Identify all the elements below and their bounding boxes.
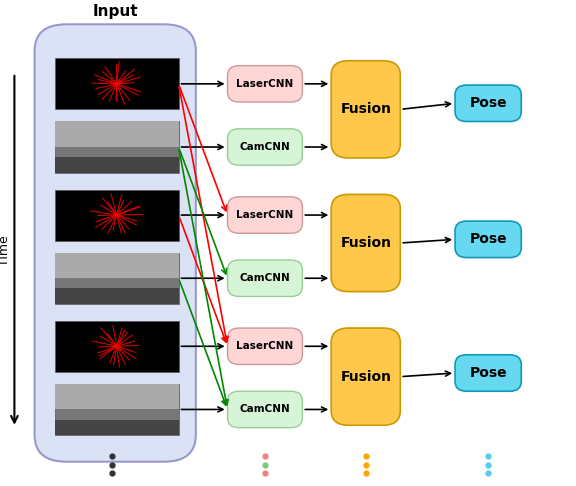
FancyBboxPatch shape xyxy=(228,328,302,364)
FancyBboxPatch shape xyxy=(455,85,521,122)
FancyBboxPatch shape xyxy=(331,328,400,425)
Text: Pose: Pose xyxy=(469,232,507,246)
FancyBboxPatch shape xyxy=(55,253,179,304)
FancyBboxPatch shape xyxy=(55,419,179,435)
FancyBboxPatch shape xyxy=(331,194,400,292)
FancyBboxPatch shape xyxy=(35,24,196,462)
Text: CamCNN: CamCNN xyxy=(240,404,290,415)
FancyBboxPatch shape xyxy=(55,253,179,278)
FancyBboxPatch shape xyxy=(228,197,302,233)
FancyBboxPatch shape xyxy=(55,190,179,241)
Text: Fusion: Fusion xyxy=(340,236,391,250)
Text: Input: Input xyxy=(92,4,138,19)
FancyBboxPatch shape xyxy=(455,221,521,258)
Text: Fusion: Fusion xyxy=(340,103,391,116)
Text: LaserCNN: LaserCNN xyxy=(236,79,294,89)
Text: Time: Time xyxy=(0,235,10,266)
Text: LaserCNN: LaserCNN xyxy=(236,210,294,220)
FancyBboxPatch shape xyxy=(55,58,179,109)
FancyBboxPatch shape xyxy=(55,321,179,372)
Text: Pose: Pose xyxy=(469,366,507,380)
FancyBboxPatch shape xyxy=(228,66,302,102)
FancyBboxPatch shape xyxy=(55,384,179,435)
FancyBboxPatch shape xyxy=(331,61,400,158)
Text: CamCNN: CamCNN xyxy=(240,142,290,152)
FancyBboxPatch shape xyxy=(228,129,302,165)
Text: CamCNN: CamCNN xyxy=(240,273,290,283)
FancyBboxPatch shape xyxy=(228,260,302,296)
Text: Pose: Pose xyxy=(469,96,507,110)
FancyBboxPatch shape xyxy=(55,157,179,173)
FancyBboxPatch shape xyxy=(55,289,179,304)
Text: Fusion: Fusion xyxy=(340,370,391,383)
FancyBboxPatch shape xyxy=(455,355,521,391)
FancyBboxPatch shape xyxy=(55,122,179,173)
FancyBboxPatch shape xyxy=(55,122,179,147)
Text: LaserCNN: LaserCNN xyxy=(236,341,294,351)
FancyBboxPatch shape xyxy=(228,391,302,428)
FancyBboxPatch shape xyxy=(55,384,179,409)
